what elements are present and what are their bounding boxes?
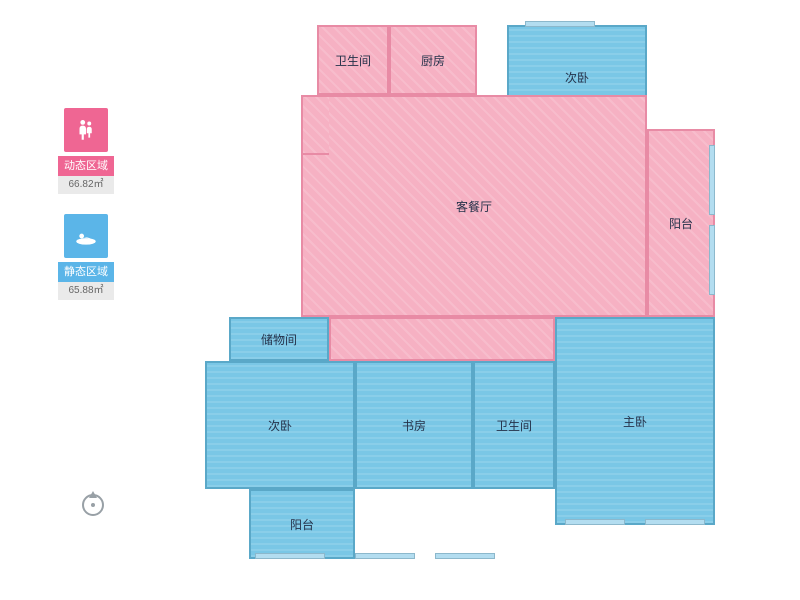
room-label: 客餐厅 xyxy=(456,198,492,215)
room-kitchen: 厨房 xyxy=(389,25,477,95)
window xyxy=(565,519,625,525)
room-label: 卫生间 xyxy=(496,417,532,434)
room-label: 卫生间 xyxy=(335,52,371,69)
room-label: 储物间 xyxy=(261,331,297,348)
room-label: 阳台 xyxy=(290,516,314,533)
room-storage: 储物间 xyxy=(229,317,329,361)
legend-dynamic-icon xyxy=(64,108,108,152)
window xyxy=(355,553,415,559)
room-hall-ext xyxy=(329,317,555,361)
room-bathroom2: 卫生间 xyxy=(473,361,555,489)
legend-static-label: 静态区域 xyxy=(58,262,114,282)
room-living: 客餐厅 xyxy=(301,95,647,317)
people-icon xyxy=(73,117,99,143)
window xyxy=(645,519,705,525)
room-label: 书房 xyxy=(402,417,426,434)
room-balcony2: 阳台 xyxy=(249,489,355,559)
legend-dynamic: 动态区域 66.82㎡ xyxy=(58,108,114,194)
room-label: 次卧 xyxy=(565,69,589,86)
legend: 动态区域 66.82㎡ 静态区域 65.88㎡ xyxy=(58,108,114,320)
room-study: 书房 xyxy=(355,361,473,489)
room-label: 主卧 xyxy=(623,413,647,430)
window xyxy=(255,553,325,559)
window xyxy=(435,553,495,559)
room-master: 主卧 xyxy=(555,317,715,525)
compass-icon xyxy=(78,488,108,523)
sleep-icon xyxy=(73,223,99,249)
legend-static-value: 65.88㎡ xyxy=(58,282,114,300)
room-label: 阳台 xyxy=(669,215,693,232)
window xyxy=(709,225,715,295)
legend-static: 静态区域 65.88㎡ xyxy=(58,214,114,300)
room-balcony1: 阳台 xyxy=(647,129,715,317)
floorplan: 卫生间厨房次卧客餐厅阳台储物间次卧书房卫生间主卧阳台 xyxy=(205,25,745,580)
room-hall-left xyxy=(301,95,329,155)
window xyxy=(709,145,715,215)
legend-dynamic-label: 动态区域 xyxy=(58,156,114,176)
legend-dynamic-value: 66.82㎡ xyxy=(58,176,114,194)
room-bathroom1: 卫生间 xyxy=(317,25,389,95)
legend-static-icon xyxy=(64,214,108,258)
room-label: 次卧 xyxy=(268,417,292,434)
window xyxy=(525,21,595,27)
room-label: 厨房 xyxy=(421,52,445,69)
room-bedroom2b: 次卧 xyxy=(205,361,355,489)
